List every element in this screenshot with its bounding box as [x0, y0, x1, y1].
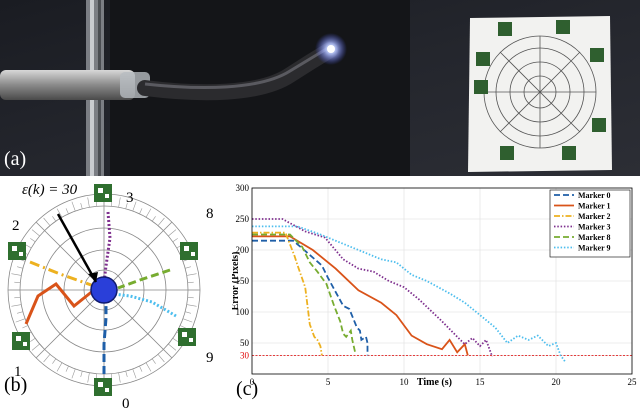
marker-label-3: 3	[126, 190, 134, 206]
trajectory-marker-3	[102, 211, 112, 283]
error-chart-panel: 30 50 100 150 200 250 300 0 5 10 15 20 25 Error (Pi…	[230, 178, 640, 412]
legend-entry: Marker 8	[578, 233, 611, 242]
x-tick-label: 5	[326, 377, 331, 387]
y-axis-ticks: 30 50 100 150 200 250 300	[236, 183, 250, 360]
legend-entry: Marker 2	[578, 212, 611, 221]
marker-label-8: 8	[206, 206, 214, 222]
trajectory-marker-9	[113, 292, 177, 318]
tolerance-circle	[90, 276, 118, 304]
y-tick-label: 150	[236, 276, 250, 286]
legend-entry: Marker 0	[578, 191, 611, 200]
y-tick-label: 300	[236, 183, 250, 193]
aruco-markers	[474, 20, 606, 160]
y-tick-label: 200	[236, 245, 250, 255]
plot-frame	[251, 187, 633, 375]
legend-entry: Marker 9	[578, 244, 611, 253]
series-line-marker-3	[252, 218, 494, 357]
annotation-text: ε(k) = 30	[22, 182, 78, 198]
target-sheet-pattern	[483, 35, 597, 149]
trajectory-marker-1	[24, 281, 95, 325]
series-line-marker-2	[252, 231, 323, 356]
target-illustration: 3 8 2 9 1 0 ε(k) = 30	[0, 178, 232, 412]
series-line-marker-8	[252, 233, 357, 354]
x-tick-label: 25	[628, 377, 638, 387]
legend-box	[549, 189, 631, 258]
target-panel: 3 8 2 9 1 0 ε(k) = 30 (b)	[0, 178, 232, 412]
error-chart: 30 50 100 150 200 250 300 0 5 10 15 20 25 Error (Pi…	[230, 183, 637, 388]
y-tick-label: 50	[240, 338, 250, 348]
y-tick-label: 250	[236, 214, 250, 224]
photo-illustration	[0, 0, 640, 176]
chart-series	[252, 218, 566, 363]
legend-entry: Marker 1	[578, 202, 611, 211]
panel-b-label: (b)	[4, 374, 28, 396]
marker-label-9: 9	[206, 350, 214, 366]
trajectory-marker-0	[102, 300, 108, 374]
y-axis-label: Error (Pixels)	[232, 252, 241, 311]
series-line-marker-9	[252, 225, 566, 363]
x-axis-ticks: 0 5 10 15 20 25	[250, 377, 637, 387]
panel-c-label: (c)	[236, 378, 259, 400]
x-tick-label: 10	[400, 377, 410, 387]
legend-entry: Marker 3	[578, 223, 611, 232]
y-tick-label: 100	[236, 307, 250, 317]
marker-label-1: 1	[14, 364, 22, 380]
catheter-sheath	[0, 70, 135, 100]
marker-label-2: 2	[12, 218, 20, 234]
panel-a-label: (a)	[4, 148, 27, 170]
x-tick-label: 20	[552, 377, 562, 387]
continuum-robot	[137, 42, 338, 101]
trajectory-marker-8	[117, 268, 171, 290]
series-line-marker-0	[252, 239, 369, 356]
x-axis-label: Time (s)	[417, 377, 452, 388]
trajectories	[24, 211, 177, 374]
photo-panel: (a)	[0, 0, 640, 176]
y-tick-label: 30	[240, 350, 250, 360]
aruco-markers	[8, 184, 198, 396]
series-line-marker-1	[252, 235, 469, 356]
x-tick-label: 0	[250, 377, 255, 387]
marker-label-0: 0	[122, 396, 130, 412]
x-tick-label: 15	[476, 377, 486, 387]
annotation-arrow	[56, 213, 98, 283]
